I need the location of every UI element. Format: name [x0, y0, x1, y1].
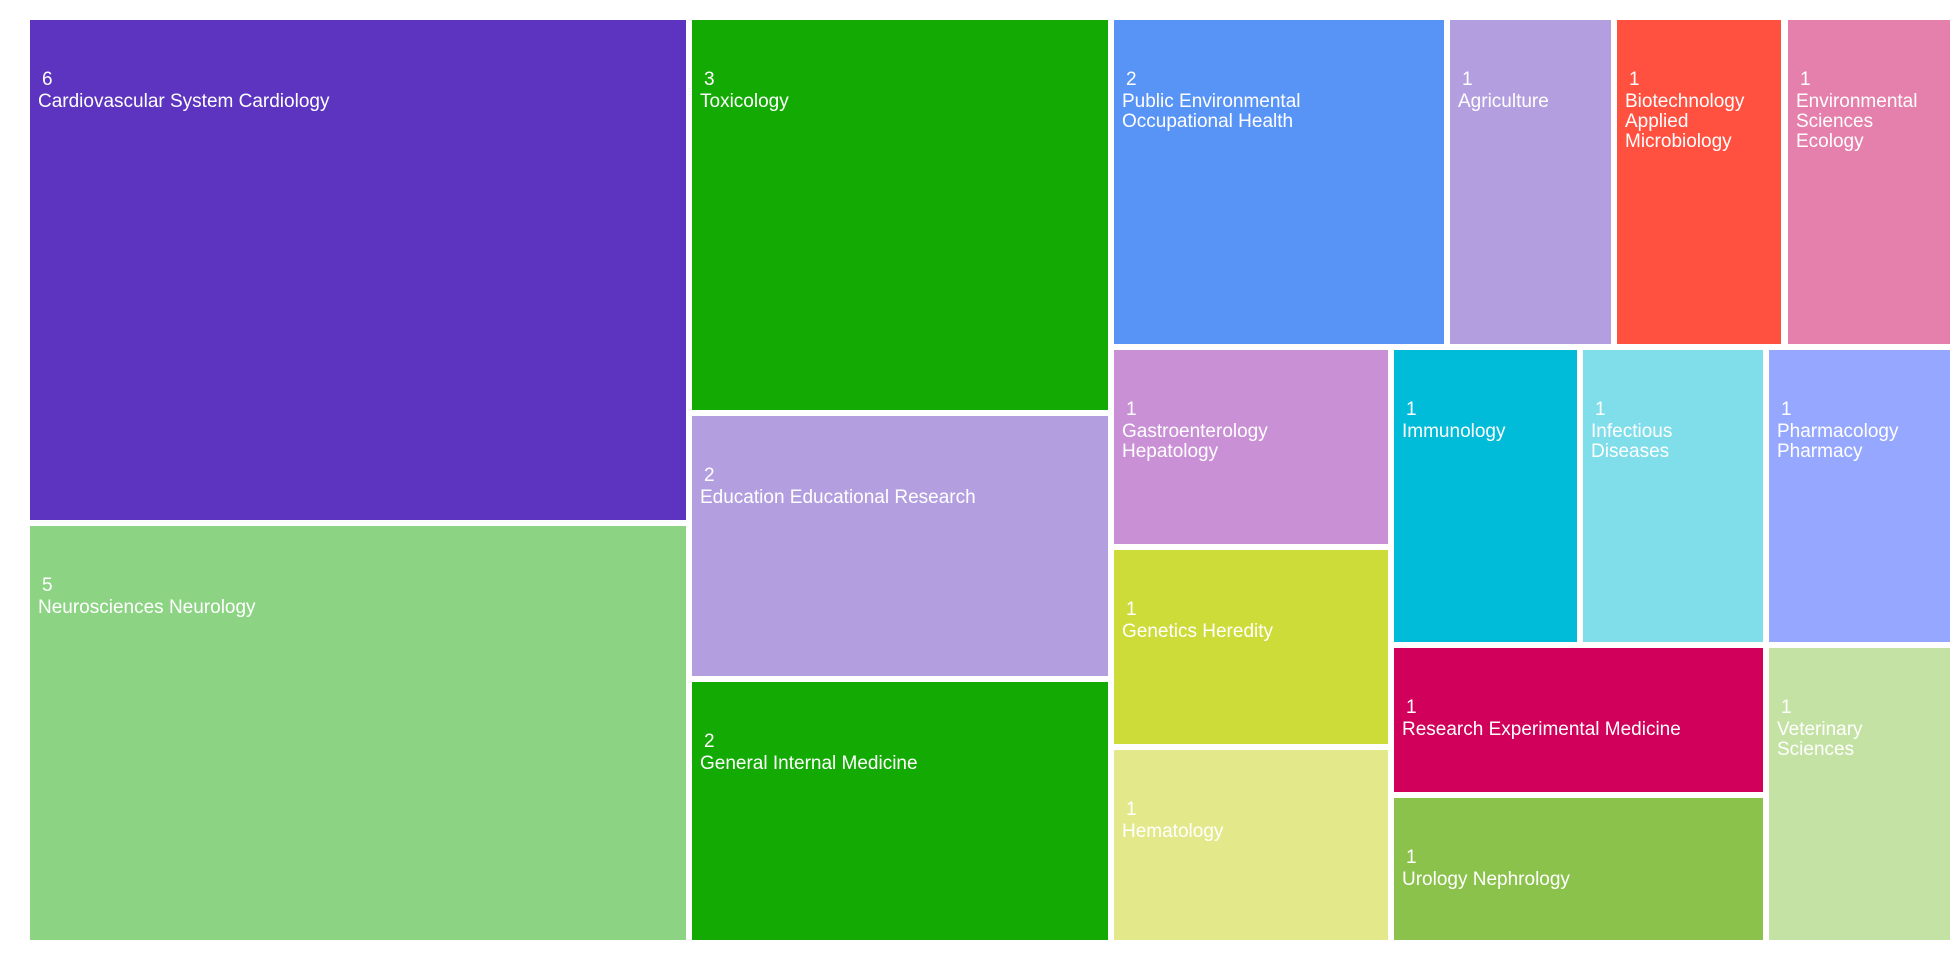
- treemap-count-research-experimental-medicine: 1: [1406, 697, 1417, 718]
- treemap-rect-education-educational-research[interactable]: [692, 416, 1108, 676]
- treemap-count-agriculture: 1: [1462, 69, 1473, 90]
- treemap-count-hematology: 1: [1126, 799, 1137, 820]
- treemap-rect-research-experimental-medicine[interactable]: [1394, 648, 1763, 792]
- treemap-count-urology-nephrology: 1: [1406, 847, 1417, 868]
- treemap-label-urology-nephrology: Urology Nephrology: [1402, 869, 1570, 890]
- treemap-label-environmental-sciences-ecology: Environmental Sciences Ecology: [1796, 91, 1917, 152]
- treemap-count-general-internal-medicine: 2: [704, 731, 715, 752]
- treemap-label-hematology: Hematology: [1122, 821, 1224, 842]
- treemap-rect-urology-nephrology[interactable]: [1394, 798, 1763, 940]
- treemap-count-cardiovascular-system-cardiology: 6: [42, 69, 53, 90]
- treemap-label-biotechnology-applied-microbiology: Biotechnology Applied Microbiology: [1625, 91, 1745, 152]
- treemap-count-neurosciences-neurology: 5: [42, 575, 53, 596]
- treemap-label-gastroenterology-hepatology: Gastroenterology Hepatology: [1122, 421, 1268, 462]
- treemap-label-agriculture: Agriculture: [1458, 91, 1549, 112]
- treemap-count-toxicology: 3: [704, 69, 715, 90]
- treemap-count-veterinary-sciences: 1: [1781, 697, 1792, 718]
- treemap-rect-neurosciences-neurology[interactable]: [30, 526, 686, 940]
- treemap-label-veterinary-sciences: Veterinary Sciences: [1777, 719, 1863, 760]
- treemap-rect-cardiovascular-system-cardiology[interactable]: [30, 20, 686, 520]
- treemap-label-genetics-heredity: Genetics Heredity: [1122, 621, 1274, 642]
- treemap-rect-veterinary-sciences[interactable]: [1769, 648, 1950, 940]
- treemap-rect-biotechnology-applied-microbiology[interactable]: [1617, 20, 1781, 344]
- treemap-count-genetics-heredity: 1: [1126, 599, 1137, 620]
- treemap-rect-immunology[interactable]: [1394, 350, 1577, 642]
- treemap-rect-infectious-diseases[interactable]: [1583, 350, 1763, 642]
- treemap-count-education-educational-research: 2: [704, 465, 715, 486]
- treemap-label-research-experimental-medicine: Research Experimental Medicine: [1402, 719, 1681, 740]
- treemap-rect-environmental-sciences-ecology[interactable]: [1788, 20, 1950, 344]
- treemap-rect-toxicology[interactable]: [692, 20, 1108, 410]
- treemap-count-immunology: 1: [1406, 399, 1417, 420]
- treemap-label-general-internal-medicine: General Internal Medicine: [700, 753, 918, 774]
- treemap-label-infectious-diseases: Infectious Diseases: [1591, 421, 1672, 462]
- treemap-label-pharmacology-pharmacy: Pharmacology Pharmacy: [1777, 421, 1899, 462]
- treemap-rect-agriculture[interactable]: [1450, 20, 1611, 344]
- treemap-rect-general-internal-medicine[interactable]: [692, 682, 1108, 940]
- treemap-rect-gastroenterology-hepatology[interactable]: [1114, 350, 1388, 544]
- treemap-count-biotechnology-applied-microbiology: 1: [1629, 69, 1640, 90]
- treemap-rect-genetics-heredity[interactable]: [1114, 550, 1388, 744]
- treemap-count-pharmacology-pharmacy: 1: [1781, 399, 1792, 420]
- treemap-label-immunology: Immunology: [1402, 421, 1506, 442]
- treemap-count-gastroenterology-hepatology: 1: [1126, 399, 1137, 420]
- treemap-label-toxicology: Toxicology: [700, 91, 789, 112]
- treemap-rect-pharmacology-pharmacy[interactable]: [1769, 350, 1950, 642]
- treemap-rect-hematology[interactable]: [1114, 750, 1388, 940]
- treemap-label-cardiovascular-system-cardiology: Cardiovascular System Cardiology: [38, 91, 330, 112]
- treemap-rect-public-environmental-occupational-health[interactable]: [1114, 20, 1444, 344]
- treemap-count-environmental-sciences-ecology: 1: [1800, 69, 1811, 90]
- treemap-label-public-environmental-occupational-health: Public Environmental Occupational Health: [1122, 91, 1300, 132]
- treemap-count-public-environmental-occupational-health: 2: [1126, 69, 1137, 90]
- treemap-label-neurosciences-neurology: Neurosciences Neurology: [38, 597, 256, 618]
- treemap-label-education-educational-research: Education Educational Research: [700, 487, 976, 508]
- treemap-count-infectious-diseases: 1: [1595, 399, 1606, 420]
